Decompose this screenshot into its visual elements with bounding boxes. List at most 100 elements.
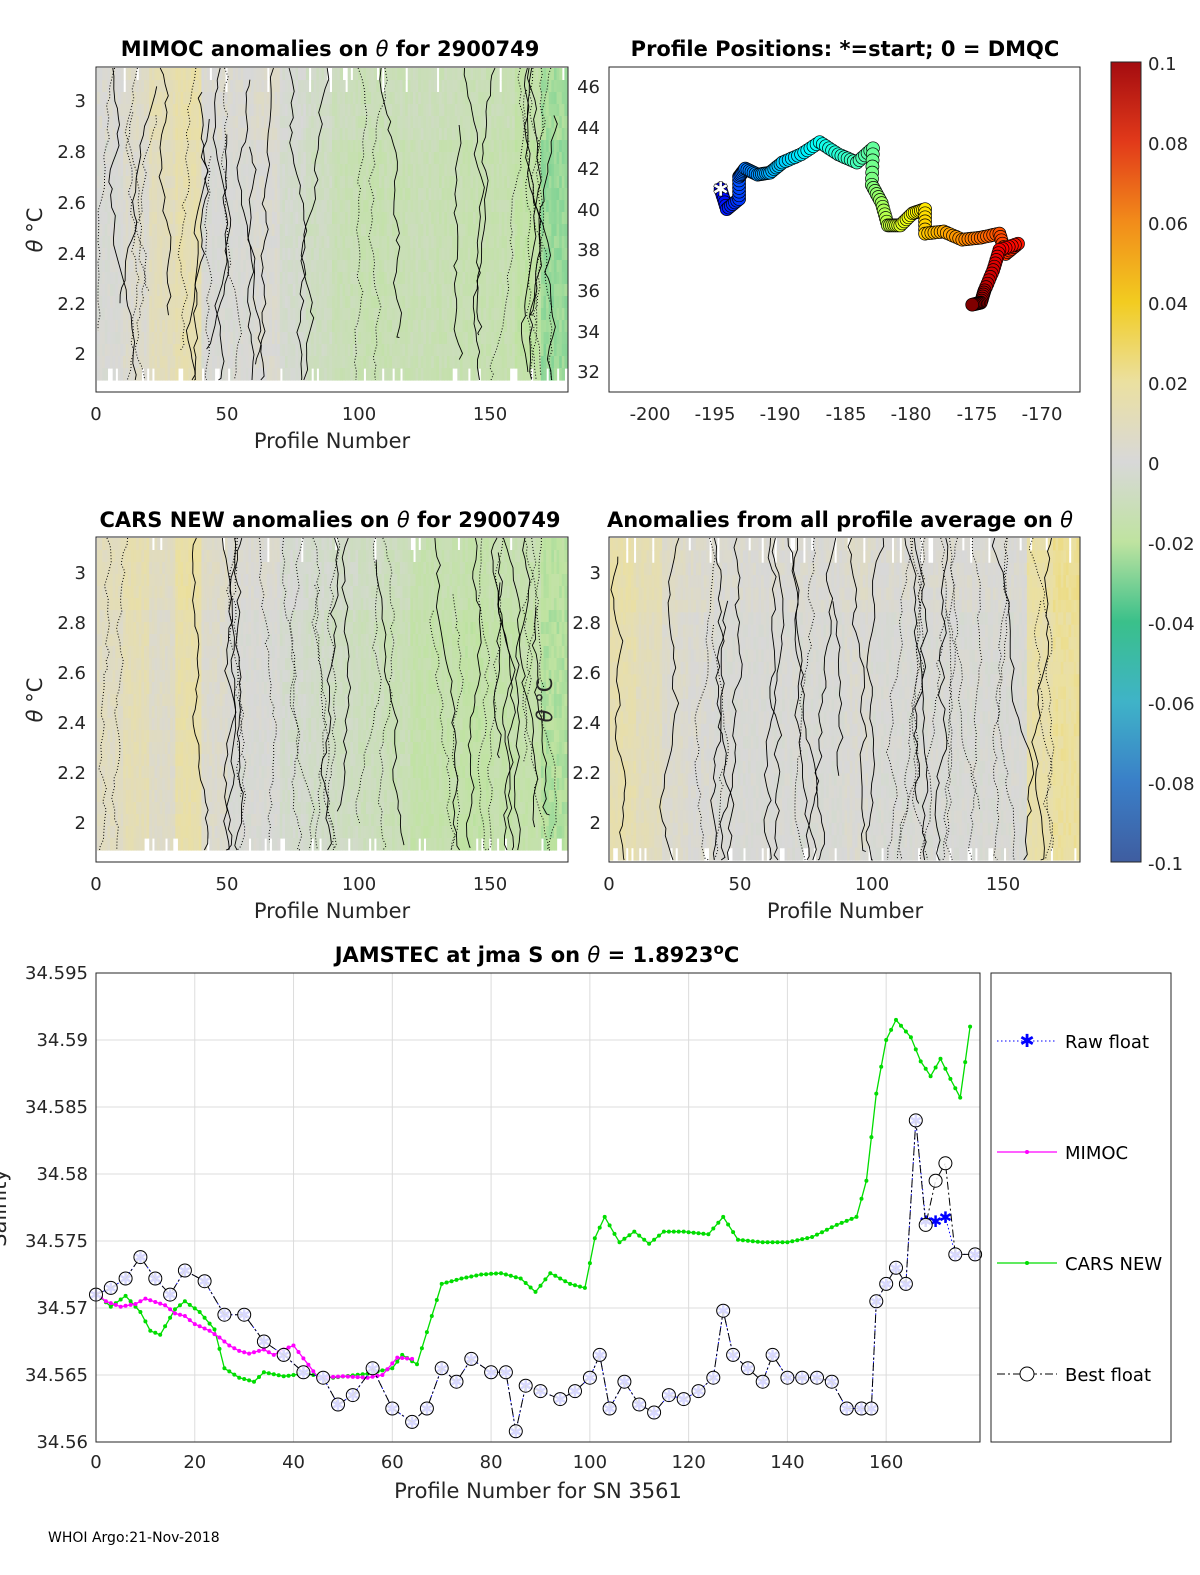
heatmap-cell [175,116,179,129]
heatmap-cell [162,332,166,345]
heatmap-cell [217,176,221,189]
heatmap-cell [334,344,338,357]
heatmap-cell [235,68,239,81]
heatmap-cell [248,164,252,177]
heatmap-cell [104,68,109,81]
heatmap-cell [371,284,375,297]
heatmap-cell [300,284,304,297]
heatmap-cell [392,92,396,105]
heatmap-cell [486,104,490,117]
heatmap-cell [559,332,563,345]
heatmap-cell [371,140,375,153]
heatmap-cell [256,284,260,297]
heatmap-cell [159,308,163,321]
heatmap-cell [271,188,276,201]
heatmap-cell [352,188,357,201]
heatmap-cell [412,248,417,261]
heatmap-cell [177,296,182,309]
heatmap-cell [405,368,409,381]
heatmap-cell [318,212,323,225]
heatmap-cell [285,320,289,333]
heatmap-cell [512,116,516,129]
heatmap-cell [136,272,140,285]
heatmap-cell [188,332,192,345]
heatmap-cell [514,68,518,81]
heatmap-cell [170,80,174,93]
heatmap-cell [206,104,210,117]
heatmap-cell [501,296,505,309]
heatmap-cell [454,320,458,333]
heatmap-cell [177,344,182,357]
heatmap-cell [261,236,265,249]
heatmap-cell [256,248,260,261]
heatmap-cell [235,260,239,273]
heatmap-cell [277,272,281,285]
heatmap-cell [311,248,315,261]
heatmap-cell [389,332,393,345]
heatmap-cell [559,104,563,117]
heatmap-cell [355,152,359,165]
heatmap-cell [115,188,119,201]
heatmap-cell [107,200,111,213]
heatmap-cell [261,284,265,297]
heatmap-cell [473,200,477,213]
heatmap-cell [266,140,270,153]
heatmap-cell [162,176,166,189]
heatmap-cell [201,104,205,117]
heatmap-cell [245,356,250,369]
heatmap-cell [444,272,448,285]
heatmap-cell [392,176,396,189]
heatmap-cell [238,320,242,333]
heatmap-cell [423,164,427,177]
heatmap-cell [298,116,302,129]
heatmap-cell [499,116,503,129]
heatmap-cell [271,248,276,261]
heatmap-cell [533,152,537,165]
heatmap-cell [324,308,328,321]
heatmap-cell [561,116,565,129]
heatmap-cell [316,320,320,333]
heatmap-cell [517,116,521,129]
heatmap-cell [308,272,312,285]
heatmap-cell [371,332,375,345]
heatmap-cell [373,104,377,117]
heatmap-cell [157,248,161,261]
heatmap-cell [412,212,417,225]
heatmap-cell [420,152,424,165]
heatmap-cell [175,368,179,381]
heatmap-cell [410,332,414,345]
mimoc-ytick: 2 [75,344,86,365]
contour-line [255,67,274,365]
contour-line [108,67,137,381]
heatmap-cell [392,236,396,249]
heatmap-cell [201,260,205,273]
heatmap-cell [209,356,213,369]
heatmap-cell [410,68,414,81]
heatmap-cell [110,80,114,93]
heatmap-cell [133,248,137,261]
heatmap-cell [540,80,545,93]
heatmap-cell [540,248,545,261]
heatmap-cell [230,92,234,105]
heatmap-cell [457,320,461,333]
heatmap-cell [248,176,252,189]
heatmap-cell [318,188,323,201]
heatmap-cell [164,200,169,213]
heatmap-cell [188,320,192,333]
heatmap-cell [102,128,106,141]
heatmap-cell [308,140,312,153]
heatmap-cell [501,212,505,225]
heatmap-cell [415,164,419,177]
positions-panel: Profile Positions: *=start; 0 = DMQC ✱ 4… [577,37,1081,425]
heatmap-cell [97,694,101,707]
heatmap-cell [227,320,231,333]
heatmap-cell [480,200,485,213]
heatmap-cell [355,140,359,153]
heatmap-cell [525,116,529,129]
heatmap-cell [426,356,430,369]
heatmap-cell [548,356,552,369]
heatmap-cell [104,236,109,249]
heatmap-cell [457,128,461,141]
heatmap-cell [305,116,310,129]
heatmap-cell [376,320,380,333]
